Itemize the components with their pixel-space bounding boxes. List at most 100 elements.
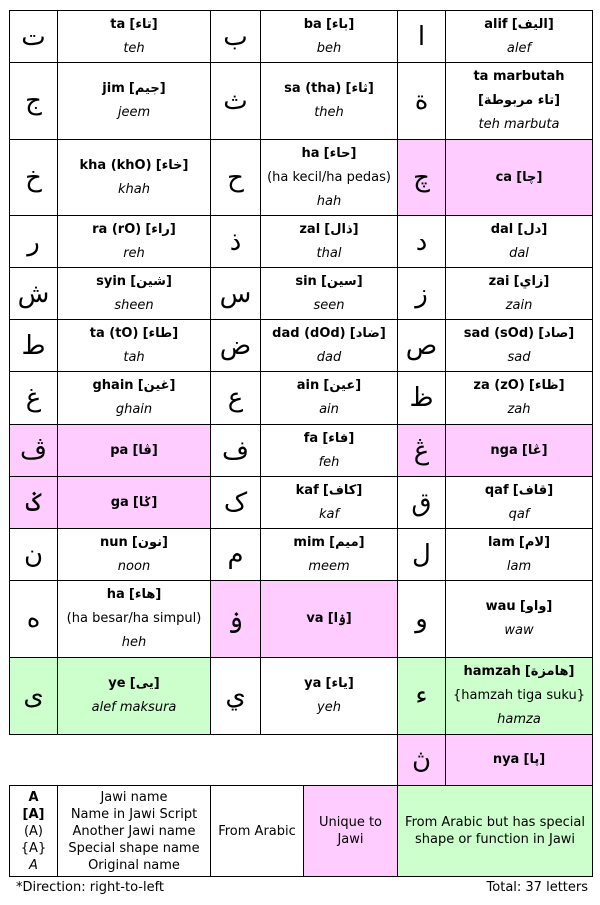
jawi-script-name: [ضاد] bbox=[349, 325, 386, 341]
letter-name-cell: ghain [غين] ghain bbox=[57, 371, 211, 425]
jawi-script-name: [تاء مربوطة] bbox=[477, 93, 561, 108]
letter-name-cell: ta marbutah [تاء مربوطة] teh marbuta bbox=[445, 62, 593, 140]
jawi-name: hamzah bbox=[463, 664, 521, 679]
table-row: ش syin [شين] sheen س sin [سين] seen ز zai [زاي]… bbox=[9, 267, 593, 320]
letter-name-line: wau [واو] bbox=[446, 595, 592, 619]
jawi-name: sad (sOd) bbox=[463, 325, 535, 341]
jawi-script-line: [تاء مربوطة] bbox=[446, 89, 592, 113]
letter-name-line: sa (tha) [ثاء] bbox=[261, 77, 397, 101]
jawi-name: mim bbox=[293, 534, 325, 550]
letter-name-cell: va [ۏا] bbox=[260, 580, 398, 658]
jawi-script-name: [جيم] bbox=[128, 81, 166, 96]
letter-name-line: jim [جيم] bbox=[58, 77, 210, 101]
original-name: theh bbox=[314, 105, 344, 120]
letter-glyph: ى bbox=[9, 657, 58, 735]
original-name: tah bbox=[123, 349, 145, 365]
letter-glyph: م bbox=[210, 528, 261, 581]
original-name: heh bbox=[121, 635, 147, 650]
letter-name-cell: ha [حاء] (ha kecil/ha pedas) hah bbox=[260, 139, 398, 216]
letter-name-cell: hamzah [هامزة] {hamzah tiga suku} hamza bbox=[445, 657, 593, 735]
letter-name-line: ga [ݢا] bbox=[58, 491, 210, 515]
letter-glyph: غ bbox=[9, 371, 58, 425]
letter-glyph: ز bbox=[397, 267, 446, 320]
letter-glyph: ݢ bbox=[9, 476, 58, 529]
letter-glyph: ب bbox=[210, 10, 261, 63]
jawi-script-name: [شين] bbox=[130, 273, 172, 289]
letter-name-line: dad (dOd) [ضاد] bbox=[261, 322, 397, 346]
jawi-script-name: [چا] bbox=[516, 169, 543, 185]
letter-glyph: ظ bbox=[397, 371, 446, 425]
table-row: ط ta (tO) [طاء] tah ض dad (dOd) [ضاد] dad ص sad… bbox=[9, 319, 593, 372]
letter-name-line: nya [ڽا] bbox=[446, 748, 592, 772]
jawi-script-name: [حاء] bbox=[323, 145, 357, 161]
jawi-name: ta (tO) bbox=[89, 325, 139, 341]
jawi-name: ya bbox=[304, 676, 322, 691]
letter-name-cell: ta (tO) [طاء] tah bbox=[57, 319, 211, 372]
letter-glyph: ل bbox=[397, 528, 446, 581]
original-name: zain bbox=[505, 297, 533, 313]
original-name: thal bbox=[316, 245, 342, 261]
legend-table: A [A] (A) {A} A Jawi name Name in Jawi S… bbox=[9, 785, 593, 877]
jawi-name: ba bbox=[303, 16, 322, 32]
legend-meaning: Jawi name bbox=[100, 789, 168, 805]
letter-glyph: ص bbox=[397, 319, 446, 372]
jawi-name: ra (rO) bbox=[92, 221, 142, 237]
jawi-script-name: [ذال] bbox=[324, 221, 359, 237]
letter-name-cell: jim [جيم] jeem bbox=[57, 62, 211, 140]
jawi-name: kha (khO) bbox=[79, 157, 152, 173]
jawi-name: nya bbox=[492, 752, 520, 767]
jawi-script-name: [ڽا] bbox=[523, 752, 546, 767]
jawi-script-name: [يى] bbox=[129, 676, 160, 691]
letter-name-cell: ra (rO) [راء] reh bbox=[57, 215, 211, 268]
jawi-script-name: [نون] bbox=[131, 534, 168, 550]
jawi-script-name: [ظاء] bbox=[528, 378, 565, 393]
jawi-name: ha bbox=[106, 587, 125, 602]
table-row: خ kha (khO) [خاء] khah ح ha [حاء] (ha kecil/h… bbox=[9, 139, 593, 216]
jawi-name: wau bbox=[485, 599, 516, 614]
letter-name-line: fa [فاء] bbox=[261, 427, 397, 451]
letter-name-cell: kaf [كاف] kaf bbox=[260, 476, 398, 529]
letter-glyph: ض bbox=[210, 319, 261, 372]
letter-name-cell: za (zO) [ظاء] zah bbox=[445, 371, 593, 425]
jawi-name: ye bbox=[108, 676, 126, 691]
letter-name-cell: ba [باء] beh bbox=[260, 10, 398, 63]
jawi-name: ta bbox=[110, 16, 126, 32]
jawi-script-name: [تاء] bbox=[129, 16, 158, 32]
jawi-name: zai bbox=[488, 273, 510, 289]
jawi-script-name: [باء] bbox=[325, 16, 355, 32]
letter-glyph: ة bbox=[397, 62, 446, 140]
jawi-name: fa bbox=[303, 430, 319, 446]
letter-name-cell: syin [شين] sheen bbox=[57, 267, 211, 320]
jawi-name: ca bbox=[495, 169, 513, 185]
original-name: sheen bbox=[114, 297, 154, 313]
jawi-script-name: [ميم] bbox=[329, 534, 365, 550]
jawi-script-name: [هامزة] bbox=[524, 664, 575, 679]
letter-name-line: kha (khO) [خاء] bbox=[58, 154, 210, 178]
letter-name-line: sin [سين] bbox=[261, 270, 397, 294]
letter-glyph: ه bbox=[9, 580, 58, 658]
legend-meaning: Name in Jawi Script bbox=[70, 806, 198, 822]
letter-glyph: ء bbox=[397, 657, 446, 735]
letter-glyph: ڠ bbox=[397, 424, 446, 477]
legend-meaning: Another Jawi name bbox=[72, 823, 196, 839]
letter-name-cell: sad (sOd) [صاد] sad bbox=[445, 319, 593, 372]
jawi-script-name: [ݢا] bbox=[132, 494, 158, 510]
jawi-name: za (zO) bbox=[473, 378, 525, 393]
legend-key: A [A] (A) {A} A bbox=[9, 785, 58, 877]
letter-name-cell: nya [ڽا] bbox=[445, 734, 593, 786]
original-name: beh bbox=[316, 40, 342, 56]
letter-name-line: ain [عين] bbox=[261, 374, 397, 398]
jawi-name: va bbox=[306, 611, 324, 626]
letter-glyph: ر bbox=[9, 215, 58, 268]
legend-key-original: A bbox=[29, 857, 38, 873]
letter-name-cell: nga [ڠا] bbox=[445, 424, 593, 477]
empty-cell bbox=[210, 734, 261, 786]
letter-name-line: qaf [قاف] bbox=[446, 479, 592, 503]
legend-meanings: Jawi name Name in Jawi Script Another Ja… bbox=[57, 785, 211, 877]
letter-name-cell: kha (khO) [خاء] khah bbox=[57, 139, 211, 216]
letter-name-line: ta [تاء] bbox=[58, 13, 210, 37]
jawi-script-name: [ياء] bbox=[325, 676, 354, 691]
jawi-script-name: [خاء] bbox=[155, 157, 189, 173]
table-row: ڽ nya [ڽا] bbox=[9, 734, 593, 786]
letter-glyph: ا bbox=[397, 10, 446, 63]
